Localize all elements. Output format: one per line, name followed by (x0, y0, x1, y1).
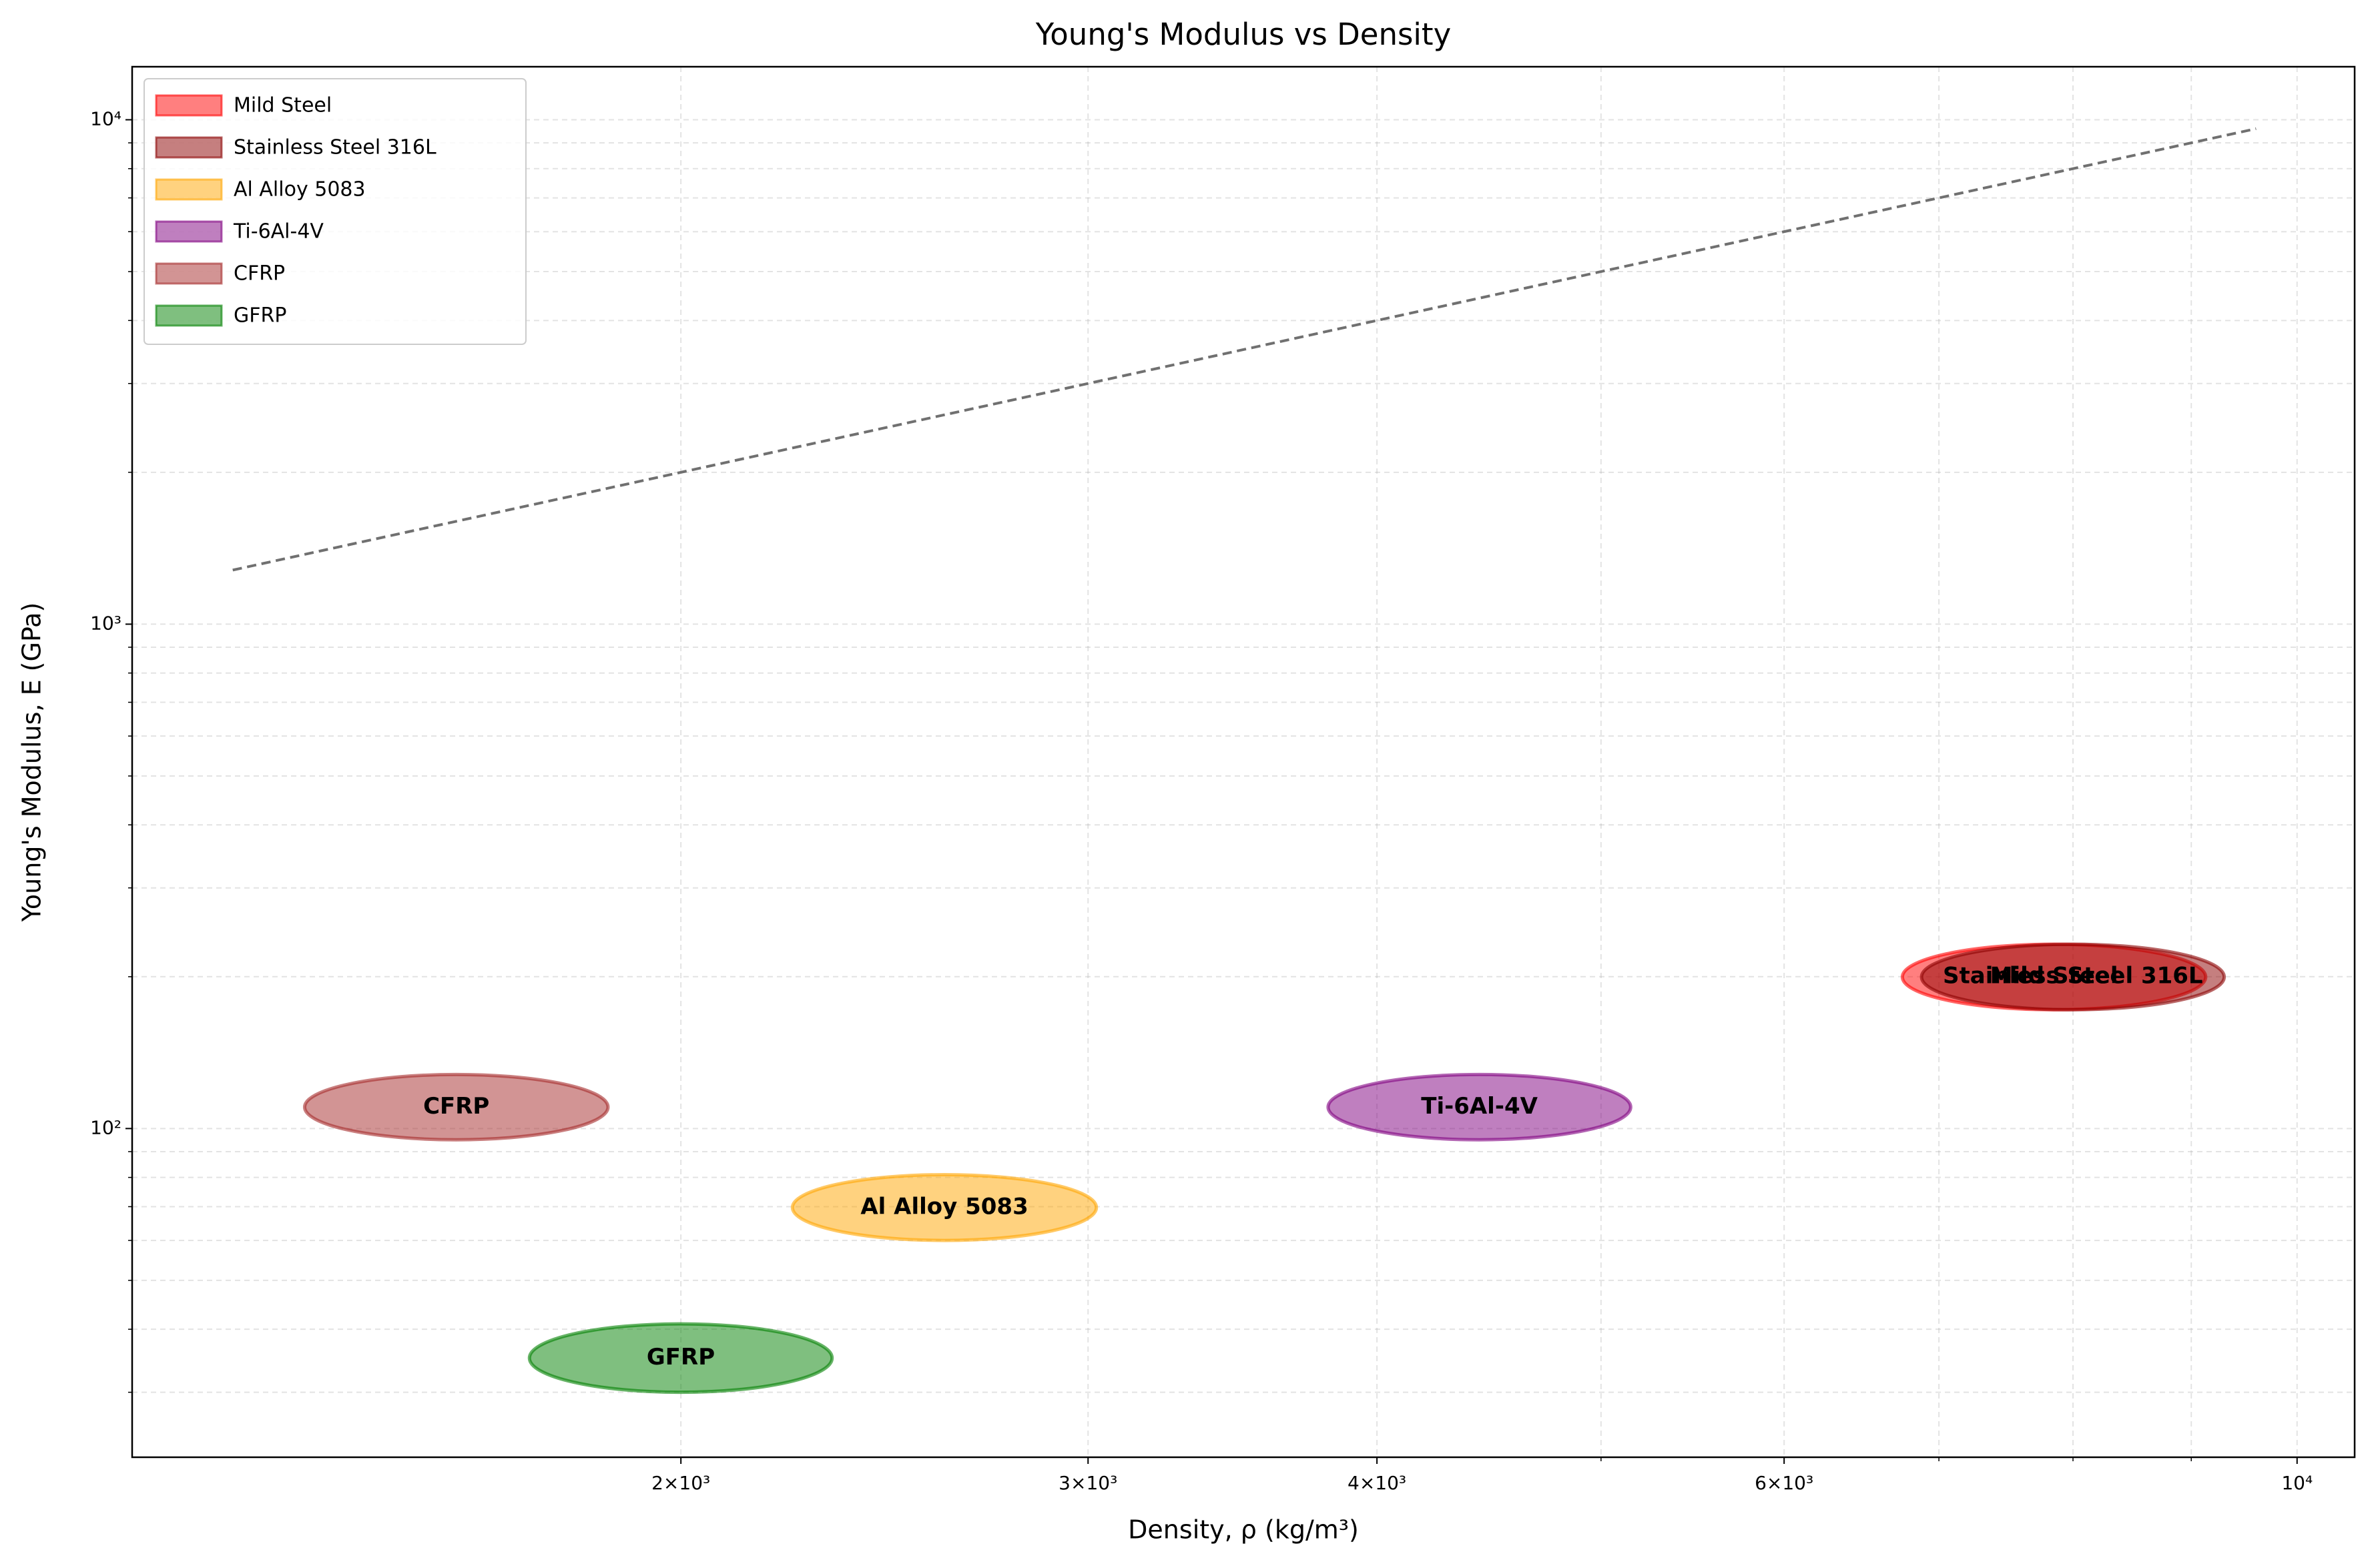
legend-label: Stainless Steel 316L (234, 136, 436, 159)
legend-label: Ti-6Al-4V (233, 220, 324, 244)
legend-swatch (155, 262, 223, 285)
x-tick-label: 2×10³ (651, 1472, 710, 1494)
material-label: GFRP (647, 1344, 715, 1370)
material-label: Stainless Steel 316L (1943, 963, 2203, 990)
legend-label: Mild Steel (234, 94, 332, 117)
material-label: Al Alloy 5083 (860, 1193, 1028, 1220)
y-tick-label: 10⁴ (90, 108, 121, 130)
legend-swatch (155, 136, 223, 159)
material-ellipse (1326, 1072, 1632, 1142)
legend-label: GFRP (234, 304, 286, 328)
material-label: CFRP (423, 1093, 489, 1120)
material-ellipse (790, 1173, 1099, 1242)
legend-swatch (155, 94, 223, 117)
legend-label: Al Alloy 5083 (234, 178, 366, 202)
material-label: Mild Steel (1990, 963, 2118, 990)
legend-label: CFRP (234, 262, 285, 286)
legend-swatch (155, 304, 223, 327)
guide-line (232, 127, 2257, 572)
material-ellipse (1919, 942, 2226, 1012)
material-label: Ti-6Al-4V (1421, 1093, 1538, 1120)
y-tick-label: 10³ (90, 612, 121, 634)
legend-swatch (155, 220, 223, 243)
legend-box (143, 78, 527, 345)
material-ellipse (302, 1072, 610, 1142)
x-tick-label: 10⁴ (2281, 1472, 2313, 1494)
material-ellipse (527, 1322, 834, 1395)
legend-swatch (155, 178, 223, 201)
x-axis-label: Density, ρ (kg/m³) (1128, 1515, 1359, 1545)
y-axis-label: Young's Modulus, E (GPa) (17, 603, 47, 923)
y-tick-label: 10² (90, 1116, 121, 1138)
x-tick-label: 6×10³ (1755, 1472, 1813, 1494)
x-tick-label: 4×10³ (1348, 1472, 1406, 1494)
chart-title: Young's Modulus vs Density (1035, 17, 1451, 52)
plot-frame (131, 65, 2356, 1459)
x-tick-label: 3×10³ (1059, 1472, 1117, 1494)
